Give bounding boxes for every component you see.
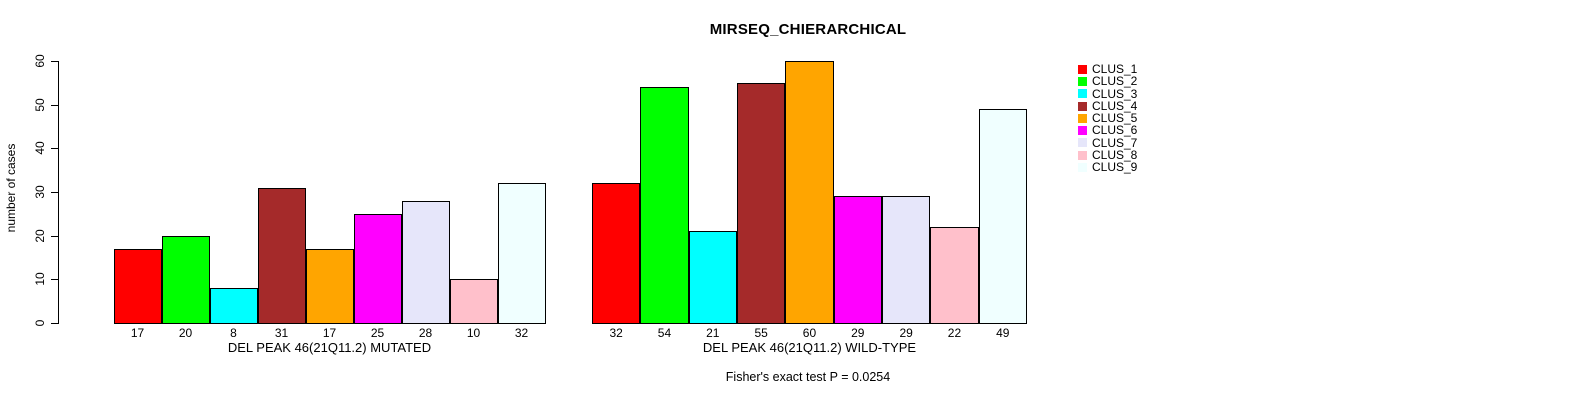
bar-clus_7 xyxy=(401,200,450,324)
bar-value-label: 17 xyxy=(322,326,337,340)
bar-clus_2 xyxy=(161,235,210,324)
y-tick-label: 20 xyxy=(32,228,47,243)
y-tick xyxy=(51,323,58,324)
y-tick xyxy=(51,148,58,150)
bar-clus_3 xyxy=(688,231,737,324)
y-axis-label: number of cases xyxy=(4,143,18,233)
bar-value-label: 32 xyxy=(609,326,623,340)
fisher-test-annotation: Fisher's exact test P = 0.0254 xyxy=(725,370,891,384)
bar-value-label: 25 xyxy=(370,326,385,340)
x-axis-label-wild-type: DEL PEAK 46(21Q11.2) WILD-TYPE xyxy=(702,340,917,355)
bar-value-label: 20 xyxy=(178,326,193,340)
legend-item-clus_4: CLUS_4 xyxy=(1078,100,1137,112)
legend-label: CLUS_4 xyxy=(1092,98,1138,113)
y-tick-label: 10 xyxy=(32,272,47,287)
bar-value-label: 31 xyxy=(274,326,289,340)
bar-value-label: 10 xyxy=(466,326,481,340)
bar-value-label: 29 xyxy=(851,326,865,340)
legend-swatch xyxy=(1078,126,1087,136)
legend-swatch xyxy=(1078,89,1087,99)
bar-value-label: 29 xyxy=(899,326,913,340)
legend-swatch xyxy=(1078,150,1087,160)
legend-item-clus_1: CLUS_1 xyxy=(1078,63,1137,75)
bar-clus_6 xyxy=(353,213,402,324)
bar-value-label: 49 xyxy=(996,326,1010,340)
bar-clus_4 xyxy=(736,82,786,324)
bar-value-label: 54 xyxy=(657,326,672,340)
legend-item-clus_7: CLUS_7 xyxy=(1078,135,1138,150)
y-tick xyxy=(51,60,58,62)
bar-clus_8 xyxy=(930,226,979,324)
y-tick-label: 30 xyxy=(32,185,47,199)
bar-clus_1 xyxy=(592,183,641,324)
bar-clus_5 xyxy=(305,248,354,324)
legend-item-clus_3: CLUS_3 xyxy=(1078,86,1138,101)
legend-label: CLUS_2 xyxy=(1092,74,1138,89)
legend-label: CLUS_8 xyxy=(1092,148,1138,163)
y-tick xyxy=(51,279,58,281)
bar-value-label: 32 xyxy=(514,326,529,340)
y-tick-label: 50 xyxy=(32,97,47,112)
bar-clus_1 xyxy=(113,248,162,324)
y-tick-label: 40 xyxy=(32,141,47,156)
legend-label: CLUS_5 xyxy=(1092,111,1138,126)
bar-clus_3 xyxy=(209,288,258,324)
bar-value-label: 8 xyxy=(230,326,237,340)
bar-clus_6 xyxy=(833,196,882,324)
legend-swatch xyxy=(1078,101,1087,111)
legend-swatch xyxy=(1078,113,1087,123)
legend-item-clus_5: CLUS_5 xyxy=(1078,112,1137,124)
y-tick xyxy=(51,235,58,237)
y-tick xyxy=(51,191,58,193)
bar-clus_8 xyxy=(449,279,498,324)
bar-clus_7 xyxy=(881,196,931,324)
legend-item-clus_9: CLUS_9 xyxy=(1078,160,1138,175)
legend-label: CLUS_9 xyxy=(1092,160,1138,175)
chart-title: MIRSEQ_CHIERARCHICAL xyxy=(709,21,907,38)
bar-clus_2 xyxy=(640,87,689,324)
legend-item-clus_6: CLUS_6 xyxy=(1078,123,1138,138)
x-axis-label-mutated: DEL PEAK 46(21Q11.2) MUTATED xyxy=(227,340,432,355)
legend: CLUS_1 CLUS_2 CLUS_3 CLUS_4 CLUS_5 CLUS_6 CLUS… xyxy=(1078,63,1137,174)
bar-value-label: 55 xyxy=(754,326,768,340)
bar-value-label: 28 xyxy=(418,326,433,340)
bar-value-label: 21 xyxy=(706,326,720,340)
legend-item-clus_8: CLUS_8 xyxy=(1078,149,1137,161)
y-axis-line xyxy=(58,60,59,324)
y-tick-label: 60 xyxy=(32,54,47,68)
legend-label: CLUS_7 xyxy=(1092,135,1138,150)
bar-value-label: 22 xyxy=(947,326,962,340)
legend-swatch xyxy=(1078,76,1087,86)
legend-swatch xyxy=(1078,64,1087,74)
y-tick-label: 0 xyxy=(32,319,47,327)
y-tick xyxy=(51,104,58,106)
legend-swatch xyxy=(1078,138,1087,148)
bar-clus_9 xyxy=(497,183,546,324)
legend-label: CLUS_6 xyxy=(1092,123,1138,138)
bar-clus_4 xyxy=(257,187,306,324)
legend-label: CLUS_3 xyxy=(1092,86,1138,101)
bar-value-label: 17 xyxy=(130,326,145,340)
bar-value-label: 60 xyxy=(802,326,817,340)
legend-label: CLUS_1 xyxy=(1092,62,1138,76)
legend-item-clus_2: CLUS_2 xyxy=(1078,74,1138,89)
bar-clus_9 xyxy=(978,109,1027,324)
legend-swatch xyxy=(1078,163,1087,173)
bar-clus_5 xyxy=(785,60,834,324)
